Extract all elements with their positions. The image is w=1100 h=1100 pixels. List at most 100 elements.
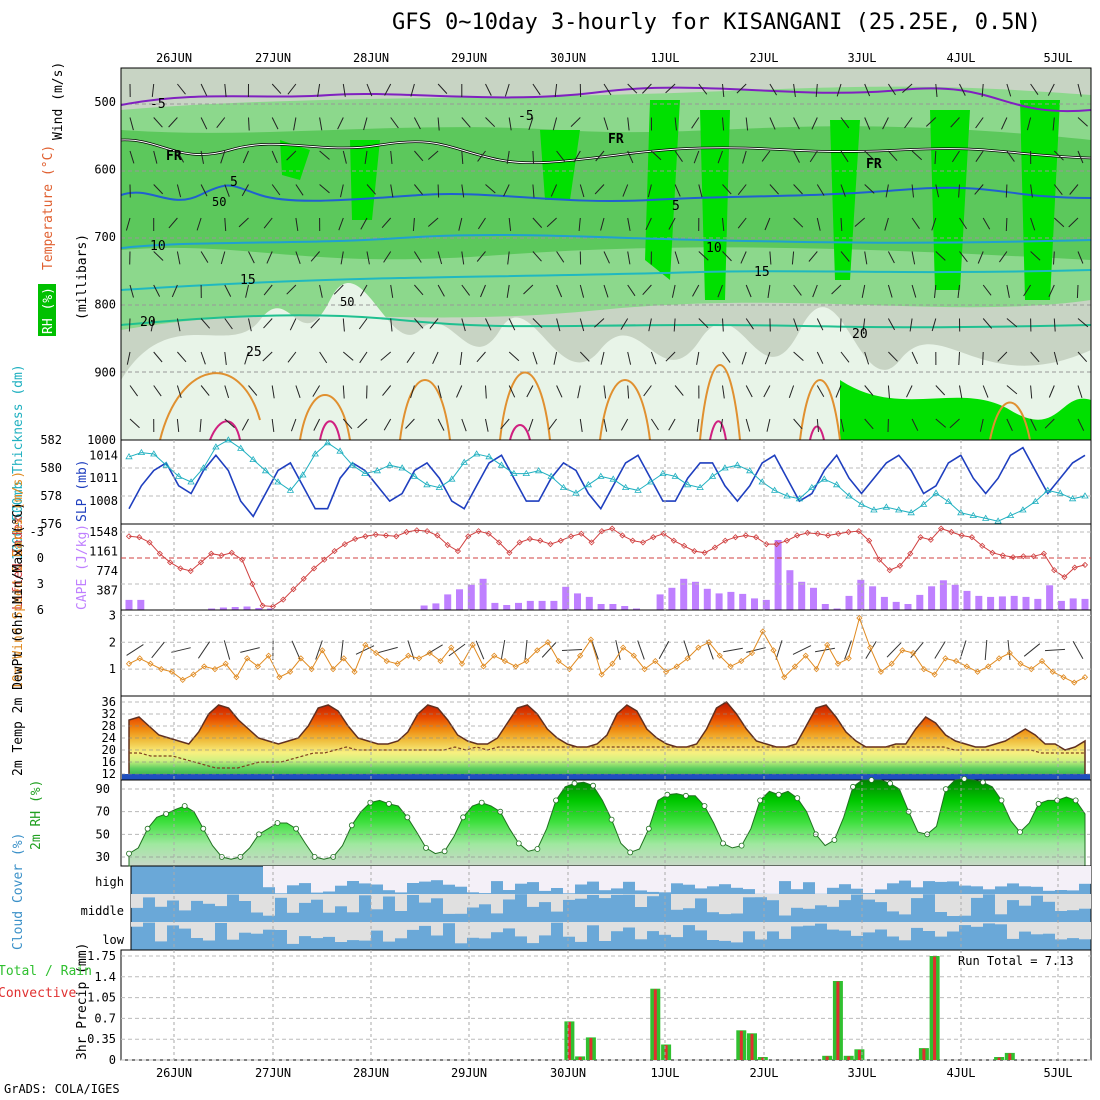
cape-bar bbox=[857, 579, 865, 610]
precip-ticks: 0 0.35 0.7 1.05 1.4 1.75 bbox=[87, 949, 116, 1067]
cloud-cell bbox=[395, 894, 407, 911]
cloud-level-low: low bbox=[102, 933, 124, 947]
cloud-cell bbox=[839, 894, 851, 901]
cloud-cell bbox=[323, 894, 335, 913]
cloud-cell bbox=[1067, 894, 1079, 911]
date-label-bottom-26JUN: 26JUN bbox=[156, 1066, 192, 1080]
wind10m-barb bbox=[886, 642, 902, 658]
wind-barb bbox=[532, 351, 538, 365]
cloud-label: Cloud Cover (%) bbox=[11, 833, 26, 950]
cloud-cell bbox=[1031, 866, 1043, 887]
isotherm-25 bbox=[159, 364, 1031, 440]
wind10m-barb bbox=[615, 640, 621, 660]
wind-barb bbox=[550, 184, 558, 197]
cloud-cell bbox=[815, 922, 827, 924]
wind-speed-point bbox=[491, 652, 498, 659]
wind-barb bbox=[271, 418, 275, 432]
wind-barb bbox=[745, 418, 751, 432]
wind-barb bbox=[176, 418, 180, 432]
li-point bbox=[208, 550, 215, 557]
wind-speed-point bbox=[158, 666, 165, 673]
thickness-point bbox=[783, 492, 791, 499]
wind-speed-point bbox=[297, 655, 304, 662]
cloud-cell bbox=[335, 894, 347, 907]
cape-bar bbox=[668, 587, 676, 610]
wind-barb bbox=[153, 351, 163, 363]
wind-barb bbox=[816, 184, 825, 196]
wind-barb bbox=[437, 184, 440, 198]
cloud-cell bbox=[875, 894, 887, 903]
wind-barb bbox=[745, 117, 749, 131]
freezing-label-3: FR bbox=[866, 157, 882, 172]
li-point bbox=[557, 537, 564, 544]
cloud-cell bbox=[1043, 894, 1055, 902]
wind-barb bbox=[1077, 318, 1089, 328]
pressure-tick-600: 600 bbox=[94, 162, 116, 176]
wind-barb bbox=[887, 318, 896, 331]
wind-barb bbox=[461, 117, 471, 128]
cloud-cell bbox=[875, 866, 887, 890]
cape-bar bbox=[692, 581, 699, 610]
cape-bar bbox=[703, 588, 711, 610]
cloud-cell bbox=[683, 894, 695, 909]
wind-barb bbox=[934, 150, 937, 165]
upper-air-panel: -5 -5 FR FR FR 5 5 10 10 15 15 20 20 25 … bbox=[38, 62, 1092, 447]
wind-barb bbox=[831, 284, 842, 295]
cloud-cell bbox=[635, 922, 647, 940]
wind-barb bbox=[224, 83, 227, 97]
wind-barb bbox=[717, 284, 723, 298]
wind-barb bbox=[622, 184, 629, 197]
wind-barb bbox=[888, 351, 898, 362]
temp-base-band bbox=[122, 774, 1090, 780]
wind-barb bbox=[461, 150, 464, 165]
wind-speed-point bbox=[641, 666, 648, 673]
isotherm-label-25: 25 bbox=[246, 345, 262, 360]
wind-barb bbox=[1077, 418, 1085, 431]
wind-barb bbox=[556, 284, 563, 298]
wind-speed-point bbox=[770, 647, 777, 654]
wind-speed-point bbox=[458, 660, 466, 667]
date-label-top-1JUL: 1JUL bbox=[651, 51, 680, 65]
wind-barb bbox=[840, 150, 849, 163]
precip-gridlines bbox=[121, 955, 1091, 1061]
chart-title: GFS 0~10day 3-hourly for KISANGANI (25.2… bbox=[392, 10, 1042, 35]
wind-barb bbox=[717, 150, 723, 164]
cloud-cell bbox=[467, 894, 479, 908]
rh-tick-90: 90 bbox=[96, 782, 110, 796]
cape-bar bbox=[751, 598, 758, 610]
wind-speed-point bbox=[974, 668, 981, 675]
wind-barb bbox=[696, 351, 700, 365]
wind-barb bbox=[224, 184, 230, 197]
cloud-cell bbox=[623, 894, 635, 895]
cloud-cell bbox=[395, 922, 407, 939]
wind-barb bbox=[412, 217, 415, 232]
wind-barb bbox=[793, 418, 803, 430]
rh-point bbox=[1072, 797, 1079, 804]
wind-barb bbox=[887, 251, 895, 264]
wind-barb bbox=[363, 117, 368, 131]
wind-barb bbox=[982, 318, 993, 329]
upper-air-ylabel: (millibars) bbox=[75, 234, 90, 320]
wind-barb bbox=[1006, 418, 1013, 432]
li-point bbox=[691, 548, 698, 555]
wind-barb bbox=[319, 117, 323, 131]
wind-barb bbox=[793, 83, 796, 97]
wind-barb bbox=[248, 117, 250, 131]
wind-barb bbox=[290, 418, 297, 432]
wind-barb bbox=[360, 217, 368, 230]
li-point bbox=[156, 550, 163, 557]
wind-speed-point bbox=[566, 666, 573, 673]
wind-barb bbox=[528, 117, 534, 131]
wind-barb bbox=[477, 150, 486, 162]
thickness-point bbox=[845, 492, 853, 499]
wind-barb bbox=[414, 318, 424, 329]
wind-barb bbox=[553, 351, 558, 365]
li-point bbox=[434, 532, 441, 539]
wind-barb bbox=[287, 351, 297, 363]
wind-barb bbox=[627, 385, 630, 399]
wind-barb bbox=[437, 418, 445, 431]
wind10m-barb bbox=[775, 640, 783, 660]
wind-barb bbox=[722, 385, 725, 399]
wind-barb bbox=[437, 385, 442, 399]
